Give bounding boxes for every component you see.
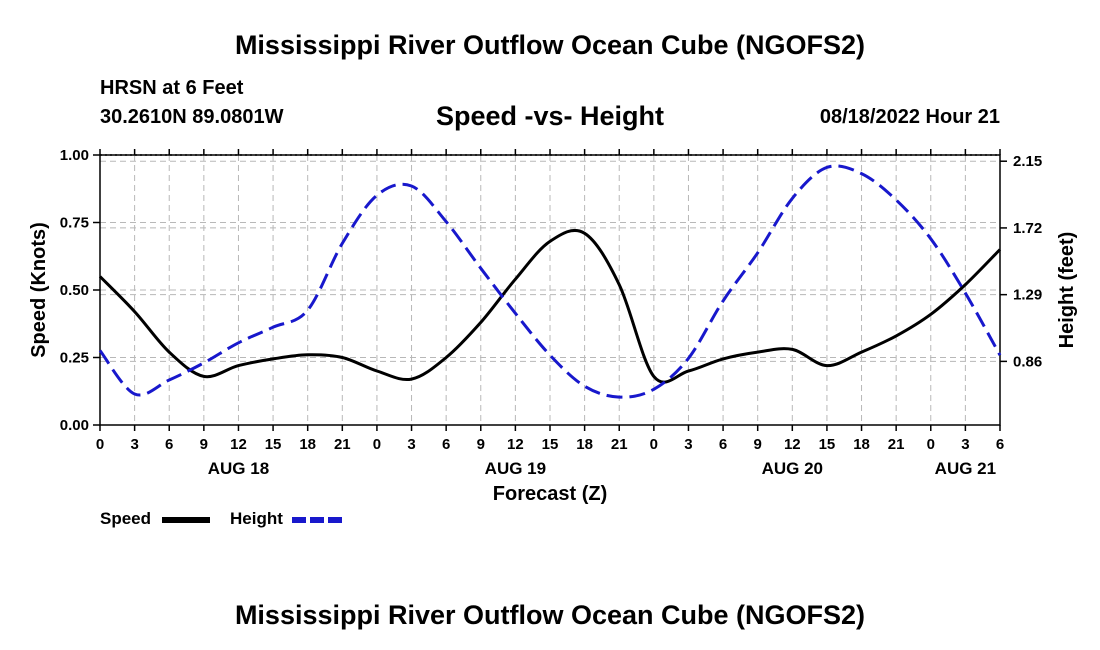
y-tick-label: 1.00 xyxy=(60,147,89,164)
station-coordinates: 30.2610N 89.0801W xyxy=(100,106,284,128)
y-tick-label: 0.00 xyxy=(60,417,89,434)
x-tick-label: 3 xyxy=(407,436,415,453)
x-tick-label: 21 xyxy=(611,436,628,453)
y-tick-label: 0.50 xyxy=(60,282,89,299)
x-tick-label: 12 xyxy=(230,436,247,453)
y-tick-label: 0.25 xyxy=(60,350,89,367)
height-series-line xyxy=(98,164,1002,399)
y-tick-label: 0.75 xyxy=(60,215,89,232)
axis-ticks xyxy=(93,149,1007,431)
footer-title: Mississippi River Outflow Ocean Cube (NG… xyxy=(234,600,866,630)
y-axis-title: Speed (Knots) xyxy=(28,222,50,358)
x-tick-label: 0 xyxy=(927,436,935,453)
x-tick-label: 6 xyxy=(165,436,173,453)
x-tick-label: 18 xyxy=(299,436,316,453)
x-tick-label: 9 xyxy=(477,436,485,453)
x-tick-label: 3 xyxy=(684,436,692,453)
y2-tick-label: 1.72 xyxy=(1013,220,1042,237)
x-tick-label: 15 xyxy=(819,436,836,453)
x-tick-label: 12 xyxy=(784,436,801,453)
x-tick-label: 9 xyxy=(200,436,208,453)
y2-tick-label: 0.86 xyxy=(1013,353,1042,370)
x-tick-label: 18 xyxy=(576,436,593,453)
main-title: Mississippi River Outflow Ocean Cube (NG… xyxy=(234,30,866,60)
x-tick-label: 3 xyxy=(961,436,969,453)
x-date-label: AUG 21 xyxy=(935,459,996,478)
y2-tick-label: 2.15 xyxy=(1013,153,1042,170)
x-tick-label: 6 xyxy=(442,436,450,453)
series-lines xyxy=(98,164,1002,399)
x-tick-label: 0 xyxy=(373,436,381,453)
legend-height-label: Height xyxy=(230,509,283,528)
forecast-timestamp: 08/18/2022 Hour 21 xyxy=(819,106,1000,128)
x-tick-label: 6 xyxy=(719,436,727,453)
speed-series-line xyxy=(98,228,1002,384)
x-date-label: AUG 18 xyxy=(208,459,269,478)
grid xyxy=(100,154,1000,425)
x-tick-label: 18 xyxy=(853,436,870,453)
y2-tick-label: 1.29 xyxy=(1013,287,1042,304)
chart-subtitle: Speed -vs- Height xyxy=(435,101,665,131)
legend-speed-label: Speed xyxy=(100,509,152,528)
x-tick-label: 21 xyxy=(888,436,905,453)
x-date-label: AUG 20 xyxy=(762,459,823,478)
legend-height-swatch xyxy=(292,517,342,523)
x-tick-label: 15 xyxy=(542,436,559,453)
x-date-label: AUG 19 xyxy=(485,459,546,478)
station-name: HRSN at 6 Feet xyxy=(100,77,244,99)
x-tick-label: 3 xyxy=(130,436,138,453)
x-tick-label: 0 xyxy=(96,436,104,453)
x-tick-label: 0 xyxy=(650,436,658,453)
y2-axis-title: Height (feet) xyxy=(1056,232,1078,349)
x-axis-title: Forecast (Z) xyxy=(493,483,607,505)
legend-speed-swatch xyxy=(162,517,210,523)
axis-labels: 0 3 6 9 12 15 18 21 0 3 6 9 12 15 18 21 0 3 6 9 12 15 18 21 0 3 6A… xyxy=(28,147,1078,505)
x-tick-label: 6 xyxy=(996,436,1004,453)
x-tick-label: 12 xyxy=(507,436,524,453)
x-tick-label: 21 xyxy=(334,436,351,453)
x-tick-label: 9 xyxy=(754,436,762,453)
x-tick-label: 15 xyxy=(265,436,282,453)
